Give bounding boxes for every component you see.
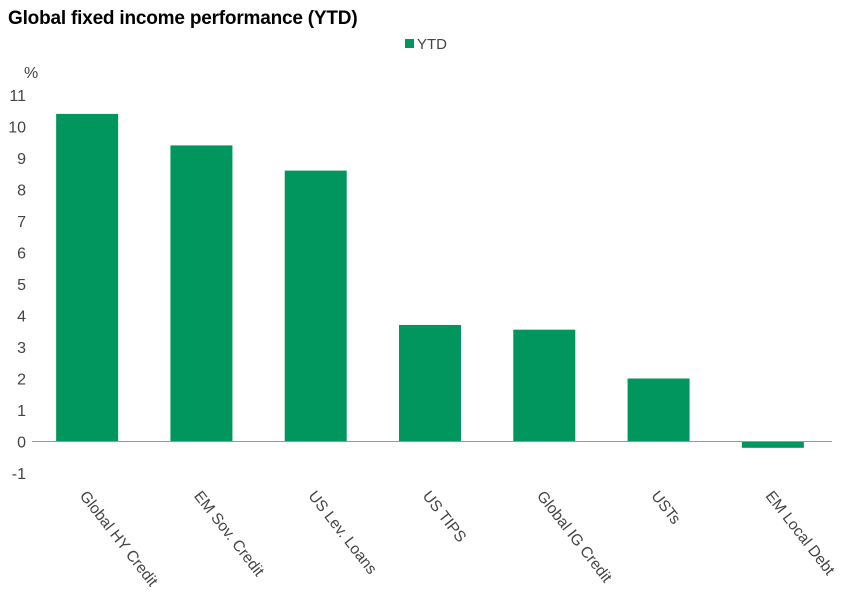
x-tick-label: US Lev. Loans bbox=[305, 488, 380, 578]
y-tick-label: 6 bbox=[17, 246, 26, 263]
bar bbox=[513, 329, 576, 442]
y-tick-label: 5 bbox=[17, 277, 26, 294]
y-axis-unit-label: % bbox=[24, 65, 38, 82]
x-tick-label: USTs bbox=[647, 488, 683, 528]
y-tick-label: -1 bbox=[12, 466, 26, 483]
x-tick-label: US TIPS bbox=[419, 488, 469, 546]
bar bbox=[56, 113, 119, 442]
x-tick-label: EM Sov. Credit bbox=[190, 488, 267, 580]
chart-title: Global fixed income performance (YTD) bbox=[8, 8, 358, 29]
bar bbox=[741, 441, 804, 448]
legend-label: YTD bbox=[417, 36, 447, 53]
y-tick-label: 9 bbox=[17, 151, 26, 168]
bar bbox=[284, 170, 347, 442]
y-tick-label: 1 bbox=[17, 403, 26, 420]
y-tick-label: 2 bbox=[17, 372, 26, 389]
x-tick-label: EM Local Debt bbox=[762, 488, 838, 579]
y-tick-label: 11 bbox=[9, 88, 26, 105]
y-tick-label: 10 bbox=[8, 120, 26, 137]
y-tick-label: 8 bbox=[17, 183, 26, 200]
y-tick-label: 0 bbox=[17, 435, 26, 452]
y-tick-label: 3 bbox=[17, 340, 26, 357]
bar bbox=[627, 378, 690, 442]
bar bbox=[170, 145, 233, 442]
legend-swatch bbox=[405, 39, 414, 48]
bar bbox=[399, 324, 461, 442]
y-tick-label: 4 bbox=[17, 309, 26, 326]
x-tick-label: Global HY Credit bbox=[76, 488, 161, 590]
y-tick-label: 7 bbox=[17, 214, 26, 231]
x-tick-label: Global IG Credit bbox=[533, 488, 615, 587]
